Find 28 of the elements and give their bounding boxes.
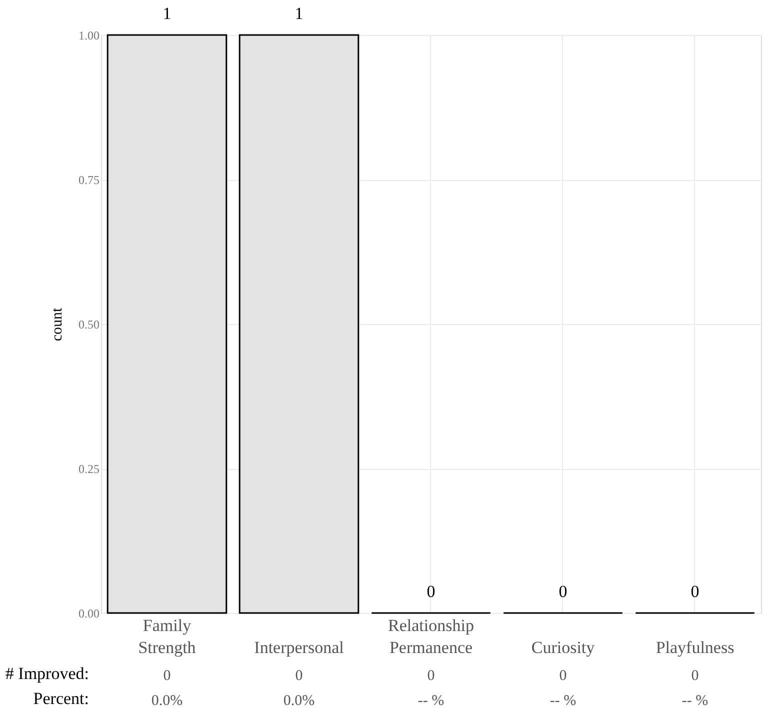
y-tick-label: 0.00: [78, 606, 100, 620]
text: -- %: [418, 693, 444, 709]
y-tick-label: 0.25: [78, 462, 100, 476]
y-tick-label: 1.00: [78, 28, 100, 42]
x-tick-label: Interpersonal: [254, 638, 344, 657]
text: -- %: [550, 693, 576, 709]
text: 0: [691, 668, 699, 684]
text: 0: [427, 668, 435, 684]
y-tick-label: 0.50: [78, 318, 100, 332]
y-tick-label: 0.75: [78, 173, 100, 187]
y-axis-title: count: [50, 307, 66, 342]
data-label: 1: [294, 4, 304, 23]
text: -- %: [682, 693, 708, 709]
text: 0: [295, 668, 303, 684]
x-tick-label: Playfulness: [656, 638, 734, 657]
data-label: 0: [690, 582, 700, 601]
x-tick-label: Family Strength: [138, 616, 196, 657]
x-tick-label: Curiosity: [531, 638, 596, 657]
text: 0.0%: [283, 693, 315, 709]
x-tick-label: Relationship Permanence: [388, 616, 474, 657]
text: 0.0%: [151, 693, 183, 709]
text: # Improved:: [5, 664, 89, 683]
text: Percent:: [33, 689, 89, 708]
data-label: 0: [426, 582, 436, 601]
data-label: 1: [162, 4, 172, 23]
text: 0: [163, 668, 171, 684]
data-label: 0: [558, 582, 568, 601]
text: 0: [559, 668, 567, 684]
